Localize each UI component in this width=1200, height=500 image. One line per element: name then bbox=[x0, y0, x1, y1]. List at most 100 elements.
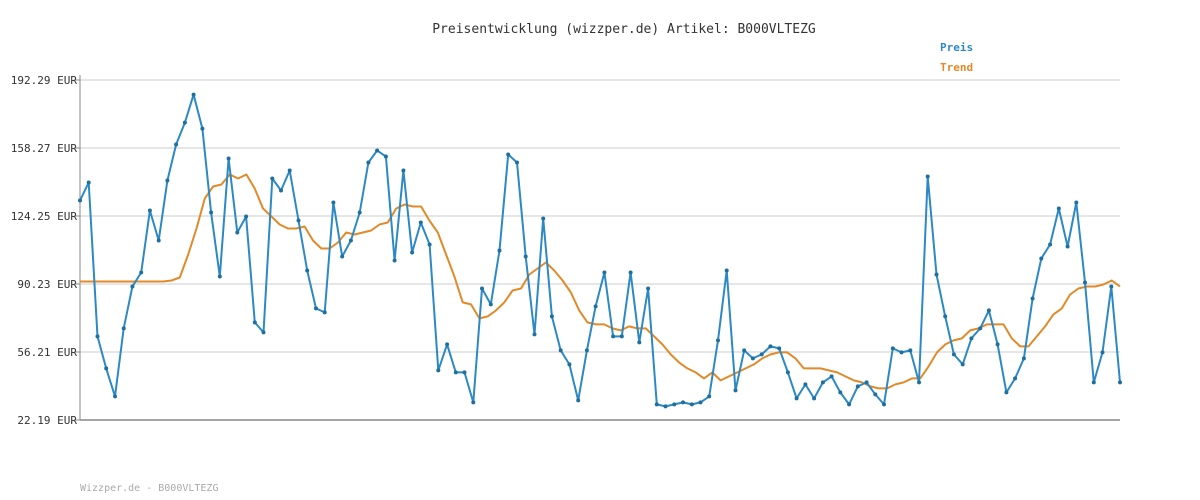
axes bbox=[79, 75, 1120, 421]
price-point bbox=[785, 370, 790, 375]
price-point bbox=[1013, 376, 1018, 381]
price-point bbox=[619, 334, 624, 339]
y-tick-label: 22.19 EUR bbox=[17, 414, 77, 427]
price-point bbox=[794, 396, 799, 401]
y-tick-label: 192.29 EUR bbox=[11, 74, 78, 87]
price-point bbox=[943, 314, 948, 319]
price-point bbox=[925, 174, 930, 179]
price-point bbox=[672, 402, 677, 407]
price-point bbox=[209, 210, 214, 215]
price-point bbox=[287, 168, 292, 173]
price-point bbox=[969, 336, 974, 341]
price-point bbox=[191, 92, 196, 97]
price-point bbox=[121, 326, 126, 331]
price-point bbox=[523, 254, 528, 259]
price-point bbox=[960, 362, 965, 367]
price-point bbox=[750, 356, 755, 361]
price-point bbox=[200, 126, 205, 131]
trend-line bbox=[80, 173, 1121, 390]
price-point bbox=[759, 352, 764, 357]
price-point bbox=[1109, 284, 1114, 289]
price-point bbox=[357, 210, 362, 215]
price-point bbox=[95, 334, 100, 339]
footer-credit: Wizzper.de - B000VLTEZG bbox=[80, 483, 218, 494]
price-point bbox=[305, 268, 310, 273]
price-point bbox=[1004, 390, 1009, 395]
price-point bbox=[296, 218, 301, 223]
trend-series bbox=[80, 173, 1121, 390]
price-point bbox=[78, 198, 82, 203]
price-point bbox=[1083, 280, 1087, 285]
price-point bbox=[436, 368, 441, 373]
price-point bbox=[541, 216, 546, 221]
price-point bbox=[340, 254, 345, 259]
price-point bbox=[445, 342, 450, 347]
price-point bbox=[978, 326, 983, 331]
price-point bbox=[724, 268, 729, 273]
price-point bbox=[698, 400, 703, 405]
price-point bbox=[951, 352, 956, 357]
price-point bbox=[366, 160, 371, 165]
price-point bbox=[506, 152, 511, 157]
y-axis-ticks: 22.19 EUR 56.21 EUR 90.23 EUR 124.25 EUR 158… bbox=[11, 74, 80, 427]
price-point bbox=[689, 402, 694, 407]
legend-trend: Trend bbox=[940, 61, 973, 74]
price-point bbox=[829, 374, 834, 379]
price-point bbox=[733, 388, 738, 393]
price-point bbox=[314, 306, 318, 311]
price-point bbox=[217, 274, 222, 279]
price-point bbox=[401, 168, 406, 173]
price-point bbox=[917, 380, 921, 385]
price-point bbox=[803, 382, 808, 387]
price-point bbox=[392, 258, 397, 263]
price-point bbox=[165, 178, 170, 183]
price-point bbox=[847, 402, 852, 407]
price-point bbox=[899, 350, 904, 355]
price-point bbox=[532, 332, 537, 337]
price-point bbox=[558, 348, 563, 353]
price-point bbox=[1065, 244, 1070, 249]
price-point bbox=[410, 250, 415, 255]
legend-price: Preis bbox=[940, 41, 973, 54]
price-point bbox=[1048, 242, 1053, 247]
price-point bbox=[628, 270, 633, 275]
price-point bbox=[235, 230, 240, 235]
price-point bbox=[279, 188, 283, 193]
price-point bbox=[1021, 356, 1026, 361]
price-point bbox=[1100, 350, 1105, 355]
price-point bbox=[226, 156, 231, 161]
price-point bbox=[742, 348, 747, 353]
price-point bbox=[427, 242, 432, 247]
price-point bbox=[864, 380, 869, 385]
price-point bbox=[174, 142, 179, 147]
price-point bbox=[584, 348, 589, 353]
price-point bbox=[602, 270, 607, 275]
price-point bbox=[383, 154, 388, 159]
price-line bbox=[79, 93, 1121, 408]
price-point bbox=[873, 392, 878, 397]
price-point bbox=[86, 180, 91, 185]
price-point bbox=[322, 310, 327, 315]
price-point bbox=[270, 176, 275, 181]
price-point bbox=[855, 384, 860, 389]
price-point bbox=[453, 370, 458, 375]
price-point bbox=[707, 394, 712, 399]
price-point bbox=[348, 238, 353, 243]
price-point bbox=[252, 320, 257, 325]
price-point bbox=[1039, 256, 1044, 261]
price-point bbox=[182, 120, 187, 125]
chart-title: Preisentwicklung (wizzper.de) Artikel: B… bbox=[432, 22, 816, 37]
price-point bbox=[1056, 206, 1061, 211]
price-point bbox=[549, 314, 554, 319]
price-point bbox=[331, 200, 336, 205]
price-point bbox=[681, 400, 685, 405]
price-point bbox=[139, 270, 144, 275]
y-tick-label: 124.25 EUR bbox=[11, 210, 78, 223]
price-point bbox=[261, 330, 266, 335]
price-point bbox=[908, 348, 913, 353]
price-point bbox=[716, 338, 720, 343]
price-series bbox=[78, 92, 1122, 409]
price-point bbox=[104, 366, 109, 371]
price-point bbox=[646, 286, 651, 291]
y-tick-label: 90.23 EUR bbox=[17, 278, 77, 291]
